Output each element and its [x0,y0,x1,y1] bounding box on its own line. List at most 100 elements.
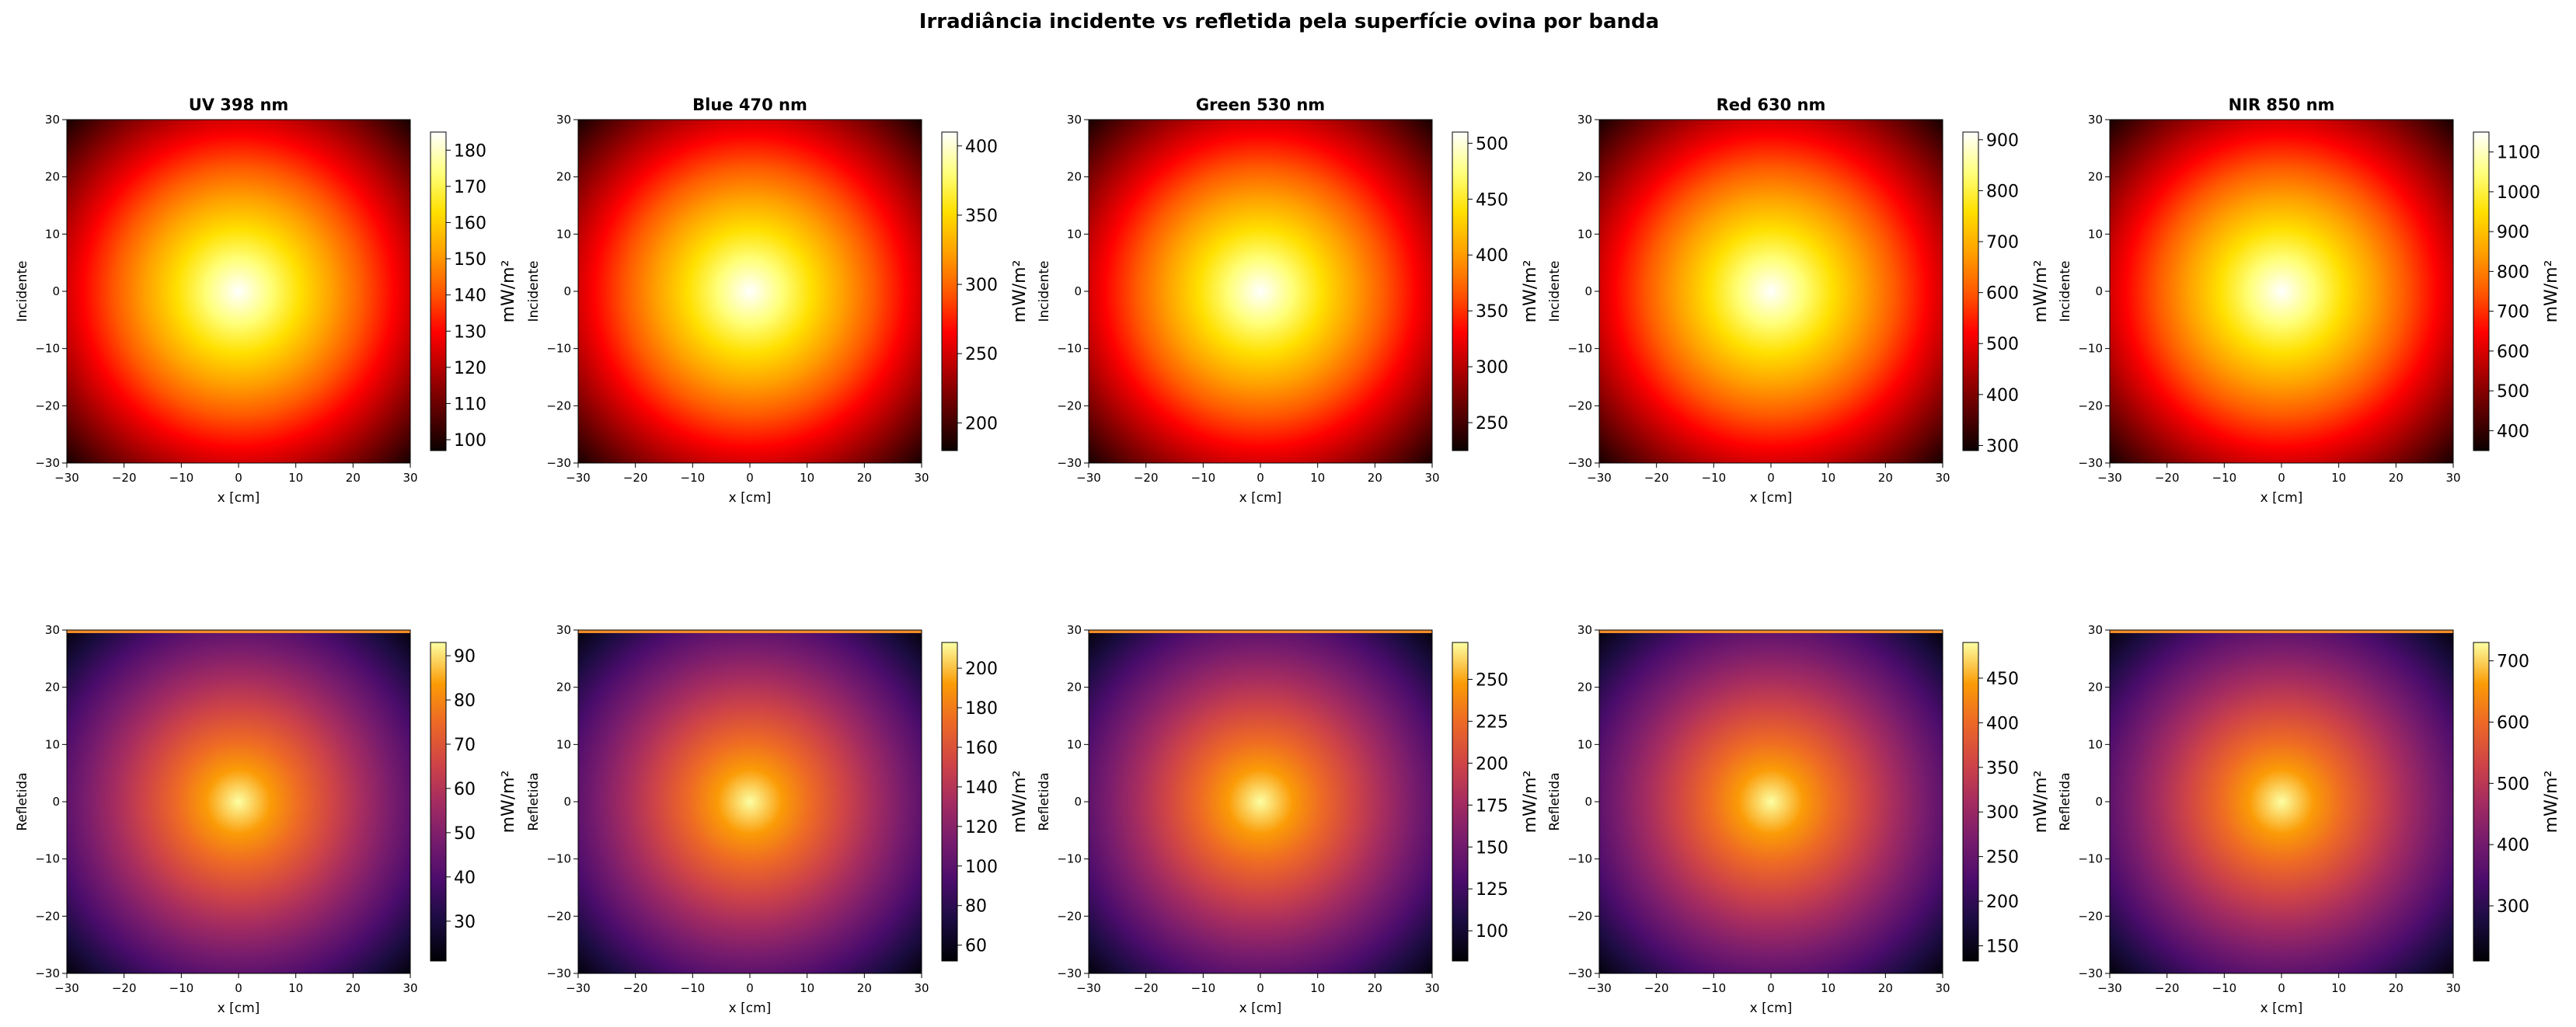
colorbar-tick-label: 600 [2497,714,2529,733]
y-tick-label: 20 [556,170,571,184]
x-tick-label: 10 [1821,981,1835,995]
y-axis-label: Incidente [1547,260,1563,322]
y-tick-label: 10 [45,737,60,751]
colorbar: 100 110 120 130 140 150 160 170 180 mW/m² [430,131,518,451]
x-tick-label: 0 [2278,471,2285,485]
y-axis-label: Refletida [1547,772,1563,830]
y-tick-label: −10 [35,852,60,866]
colorbar-tick-label: 400 [1476,246,1508,266]
colorbar-tick-label: 250 [1986,848,2019,868]
colorbar-tick-label: 180 [965,699,998,719]
colorbar-gradient [430,642,447,962]
y-tick-label: 0 [2095,795,2103,809]
heatmap-edge-strip [1599,630,1943,633]
x-tick-label: 30 [1424,471,1439,485]
x-axis-label: x [cm] [729,1001,772,1016]
x-tick-label: −30 [566,471,591,485]
heatmap-image [578,630,922,973]
colorbar-tick-label: 170 [454,178,486,197]
y-tick-label: −10 [2078,342,2103,356]
y-tick-label: −10 [1567,852,1592,866]
x-tick-label: 10 [1310,471,1325,485]
x-tick-label: 30 [2445,981,2460,995]
colorbar-tick-label: 50 [454,824,476,844]
colorbar-gradient [1452,131,1469,451]
x-axis-label: x [cm] [729,490,772,506]
colorbar-tick-label: 60 [454,780,476,799]
y-tick-label: 20 [1577,681,1592,695]
x-tick-label: −30 [1587,981,1612,995]
panel-incidente-3: Green 530 nm −30 −20 −10 0 10 20 30 −30 −20 −10 0 10… [1037,96,1540,506]
y-axis-label: Incidente [2058,260,2073,322]
colorbar-label: mW/m² [2031,771,2051,834]
panel-title: Red 630 nm [1717,96,1826,114]
colorbar-tick-label: 125 [1476,880,1508,900]
colorbar-tick-label: 70 [454,736,476,755]
colorbar-gradient [2473,131,2490,451]
y-tick-label: 0 [1074,284,1082,298]
colorbar-tick-label: 140 [965,778,998,798]
colorbar-tick-label: 1100 [2497,144,2540,163]
x-tick-label: 30 [914,471,929,485]
colorbar: 250 300 350 400 450 500 mW/m² [1452,131,1540,451]
y-axis-label: Refletida [526,772,542,830]
y-axis-label: Refletida [15,772,30,830]
x-tick-label: −20 [2155,471,2180,485]
y-tick-label: −10 [2078,852,2103,866]
panel-refletida-2: −30 −20 −10 0 10 20 30 −30 −20 −10 0 10 20 30 x [cm] Re… [526,623,1030,1016]
x-tick-label: 0 [1767,981,1775,995]
y-tick-label: 20 [2088,681,2103,695]
x-tick-label: −30 [2097,981,2122,995]
colorbar-label: mW/m² [2031,260,2051,323]
colorbar-tick-label: 150 [454,250,486,270]
x-tick-label: 20 [1368,981,1382,995]
x-tick-label: 0 [1257,471,1264,485]
x-axis-label: x [cm] [1239,1001,1282,1016]
y-tick-label: 10 [1067,227,1082,241]
colorbar-tick-label: 400 [1986,714,2019,733]
colorbar-tick-label: 500 [1476,134,1508,154]
y-tick-label: −30 [1567,966,1592,980]
x-tick-label: 30 [403,981,417,995]
y-tick-label: 10 [1577,737,1592,751]
colorbar-tick-label: 180 [454,141,486,161]
y-tick-label: 20 [45,681,60,695]
heatmap-edge-strip [67,630,410,633]
colorbar: 30 40 50 60 70 80 90 mW/m² [430,642,518,962]
colorbar-tick-label: 250 [1476,670,1508,690]
x-axis-label: x [cm] [1750,490,1793,506]
x-tick-label: −10 [169,471,194,485]
y-tick-label: −20 [35,909,60,923]
y-tick-label: 0 [563,284,571,298]
y-tick-label: 0 [1584,795,1592,809]
heatmap-image [578,120,922,463]
colorbar-tick-label: 150 [1476,838,1508,858]
heatmap-edge-strip [578,630,922,633]
x-tick-label: 10 [1310,981,1325,995]
panel-incidente-5: NIR 850 nm −30 −20 −10 0 10 20 30 −30 −20 −10 0 10 20… [2058,96,2561,506]
colorbar-tick-label: 900 [2497,223,2529,242]
y-tick-label: 30 [1577,113,1592,127]
colorbar-tick-label: 450 [1476,190,1508,210]
x-tick-label: −30 [54,471,79,485]
colorbar-tick-label: 400 [1986,386,2019,406]
x-tick-label: −10 [2212,471,2237,485]
x-tick-label: 0 [2278,981,2285,995]
colorbar-gradient [941,131,958,451]
panel-title: NIR 850 nm [2229,96,2335,114]
colorbar: 100 125 150 175 200 225 250 mW/m² [1452,642,1540,962]
y-axis-label: Incidente [526,260,542,322]
y-tick-label: −20 [1057,399,1082,413]
x-tick-label: 0 [235,471,242,485]
y-tick-label: −20 [2078,909,2103,923]
y-tick-label: 30 [556,113,571,127]
y-axis-label: Refletida [1037,772,1052,830]
colorbar-tick-label: 450 [1986,670,2019,689]
x-tick-label: 10 [288,471,303,485]
x-tick-label: 10 [2331,981,2346,995]
x-tick-label: 0 [235,981,242,995]
heatmap-image [2110,630,2453,973]
x-tick-label: −30 [1076,471,1101,485]
y-tick-label: −10 [35,342,60,356]
